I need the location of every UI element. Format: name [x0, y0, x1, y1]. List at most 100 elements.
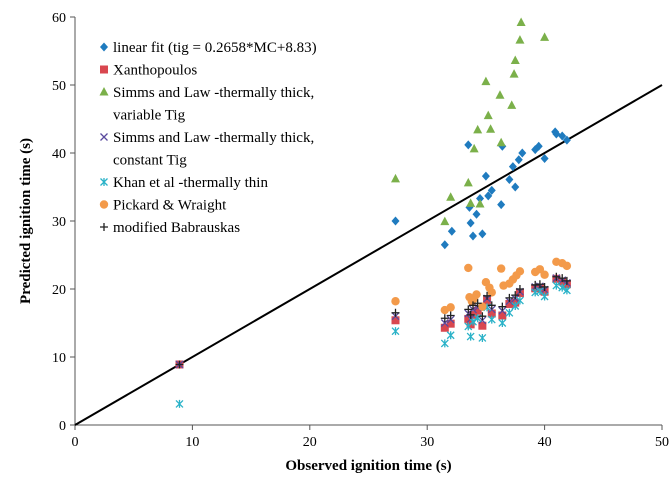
data-point [469, 143, 479, 153]
data-point [464, 263, 473, 273]
data-point [478, 316, 487, 325]
series-4-points [175, 281, 571, 408]
legend-item: Khan et al -thermally thin [100, 175, 268, 191]
data-point [498, 311, 507, 320]
data-point [447, 226, 456, 236]
data-point [446, 331, 455, 340]
data-point [498, 302, 507, 311]
data-point [535, 280, 544, 289]
data-point [487, 305, 496, 314]
data-point [446, 192, 456, 201]
data-point [562, 261, 572, 271]
x-axis-title: Observed ignition time (s) [285, 458, 451, 474]
legend-marker [100, 178, 108, 186]
data-point [483, 291, 492, 300]
y-tick-label: 20 [52, 283, 66, 298]
data-point [464, 314, 473, 323]
data-point [446, 319, 455, 328]
legend-item: linear fit (tig = 0.2658*MC+8.83) [100, 40, 317, 56]
data-point [511, 291, 520, 300]
data-point [468, 231, 477, 241]
data-point [510, 55, 520, 65]
data-point [440, 216, 450, 226]
data-point [391, 308, 400, 317]
data-point [507, 100, 517, 109]
y-tick-label: 30 [52, 215, 66, 230]
data-point [478, 333, 487, 342]
data-point [540, 32, 550, 41]
legend-marker [99, 87, 109, 96]
data-point [515, 35, 525, 44]
data-point [478, 321, 487, 330]
data-point [505, 299, 514, 308]
series-1-points [175, 274, 571, 369]
legend-label: Simms and Law -thermally thick, constant … [113, 130, 314, 169]
legend-marker [100, 65, 108, 74]
legend-label: Pickard & Wraight [113, 198, 227, 214]
data-point [531, 280, 540, 289]
data-points [175, 17, 572, 408]
legend-item: Simms and Law -thermally thick, variable … [99, 85, 314, 124]
data-point [495, 90, 505, 99]
data-point [540, 292, 549, 301]
data-point [515, 285, 524, 293]
data-point [483, 296, 492, 305]
x-tick-label: 0 [72, 435, 79, 450]
data-point [540, 282, 549, 291]
data-point [558, 283, 567, 292]
data-point [473, 124, 483, 134]
data-point [511, 182, 520, 192]
data-point [486, 124, 496, 133]
data-point [509, 69, 519, 78]
x-tick-label: 30 [420, 435, 434, 450]
x-tick-label: 40 [538, 435, 552, 450]
series-0-points [391, 127, 571, 250]
data-point [440, 323, 449, 332]
data-point [487, 185, 496, 195]
data-point [505, 175, 514, 185]
data-point [505, 293, 514, 302]
x-tick-label: 50 [655, 435, 669, 450]
data-point [483, 110, 493, 120]
data-point [466, 332, 475, 341]
data-point [175, 360, 184, 369]
data-point [487, 309, 496, 318]
legend-item: modified Babrauskas [100, 220, 240, 236]
legend: linear fit (tig = 0.2658*MC+8.83) Xanthop… [99, 40, 317, 236]
data-point [466, 218, 475, 228]
data-point [558, 131, 567, 141]
data-point [476, 194, 485, 204]
y-tick-label: 60 [52, 11, 66, 26]
data-point [487, 315, 496, 324]
x-tick-label: 10 [185, 435, 199, 450]
legend-item: Simms and Law -thermally thick, constant … [100, 130, 314, 169]
y-tick-label: 0 [59, 419, 66, 434]
data-point [478, 302, 487, 311]
data-point [552, 129, 561, 139]
data-point [472, 209, 481, 219]
data-point [469, 317, 477, 326]
data-point [464, 305, 473, 314]
data-point [498, 319, 507, 327]
y-tick-label: 40 [52, 147, 66, 162]
reference-line [74, 84, 663, 426]
data-point [534, 141, 543, 151]
legend-label: linear fit (tig = 0.2658*MC+8.83) [113, 40, 317, 56]
data-point [464, 140, 473, 150]
data-point [440, 240, 449, 250]
data-point [473, 299, 482, 308]
legend-item: Pickard & Wraight [99, 198, 227, 214]
y-axis-title: Predicted ignition time (s) [18, 138, 34, 304]
data-point [487, 288, 496, 297]
legend-label: Simms and Law -thermally thick, variable … [113, 85, 314, 124]
y-tick-label: 10 [52, 351, 66, 366]
legend-item: Xanthopoulos [100, 63, 197, 79]
data-point [481, 171, 490, 181]
legend-label: Khan et al -thermally thin [113, 175, 268, 191]
data-point [468, 301, 477, 310]
data-point [473, 306, 482, 315]
data-point [515, 296, 524, 305]
data-point [391, 216, 400, 226]
series-3-points [175, 274, 571, 369]
